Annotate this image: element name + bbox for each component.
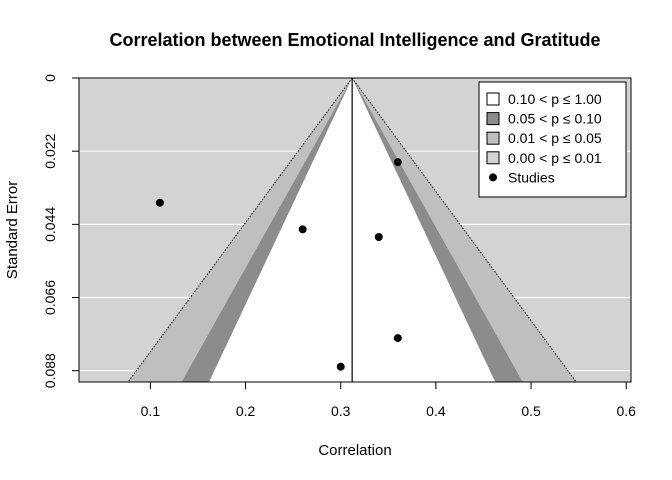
y-tick-label-3: 0.066 (42, 280, 58, 315)
study-point-1 (298, 225, 307, 234)
x-axis: 0.1 0.2 0.3 0.4 0.5 0.6 (141, 381, 637, 419)
x-tick-label-1: 0.2 (236, 403, 256, 419)
chart-title: Correlation between Emotional Intelligen… (109, 30, 600, 50)
y-tick-label-2: 0.044 (42, 207, 58, 242)
legend-label-0: 0.10 < p ≤ 1.00 (508, 91, 602, 107)
legend-swatch-0 (486, 92, 500, 106)
study-point-3 (393, 158, 402, 167)
y-axis: 0 0.022 0.044 0.066 0.088 (42, 74, 80, 388)
y-axis-label: Standard Error (4, 181, 21, 279)
y-tick-label-0: 0 (42, 74, 58, 82)
legend-swatch-2 (486, 131, 500, 145)
legend-label-3: 0.00 < p ≤ 0.01 (508, 150, 602, 166)
x-tick-label-2: 0.3 (331, 403, 351, 419)
legend-label-4: Studies (508, 169, 555, 185)
legend-box (478, 81, 627, 198)
legend-label-1: 0.05 < p ≤ 0.10 (508, 111, 602, 127)
y-tick-label-1: 0.022 (42, 133, 58, 168)
x-axis-label: Correlation (318, 442, 391, 459)
legend-swatch-1 (486, 112, 500, 126)
x-tick-label-4: 0.5 (521, 403, 541, 419)
x-tick-label-0: 0.1 (141, 403, 161, 419)
legend-swatch-3 (486, 151, 500, 165)
study-point-5 (336, 362, 345, 371)
x-tick-label-3: 0.4 (426, 403, 446, 419)
study-point-0 (155, 198, 164, 207)
study-point-2 (374, 232, 383, 241)
legend-point-swatch (489, 173, 497, 182)
legend-label-2: 0.01 < p ≤ 0.05 (508, 130, 602, 146)
y-tick-label-4: 0.088 (42, 353, 58, 388)
legend: 0.10 < p ≤ 1.00 0.05 < p ≤ 0.10 0.01 < p ≤… (478, 81, 627, 198)
study-point-4 (393, 334, 402, 343)
x-tick-label-5: 0.6 (617, 403, 637, 419)
study-points (155, 158, 402, 371)
